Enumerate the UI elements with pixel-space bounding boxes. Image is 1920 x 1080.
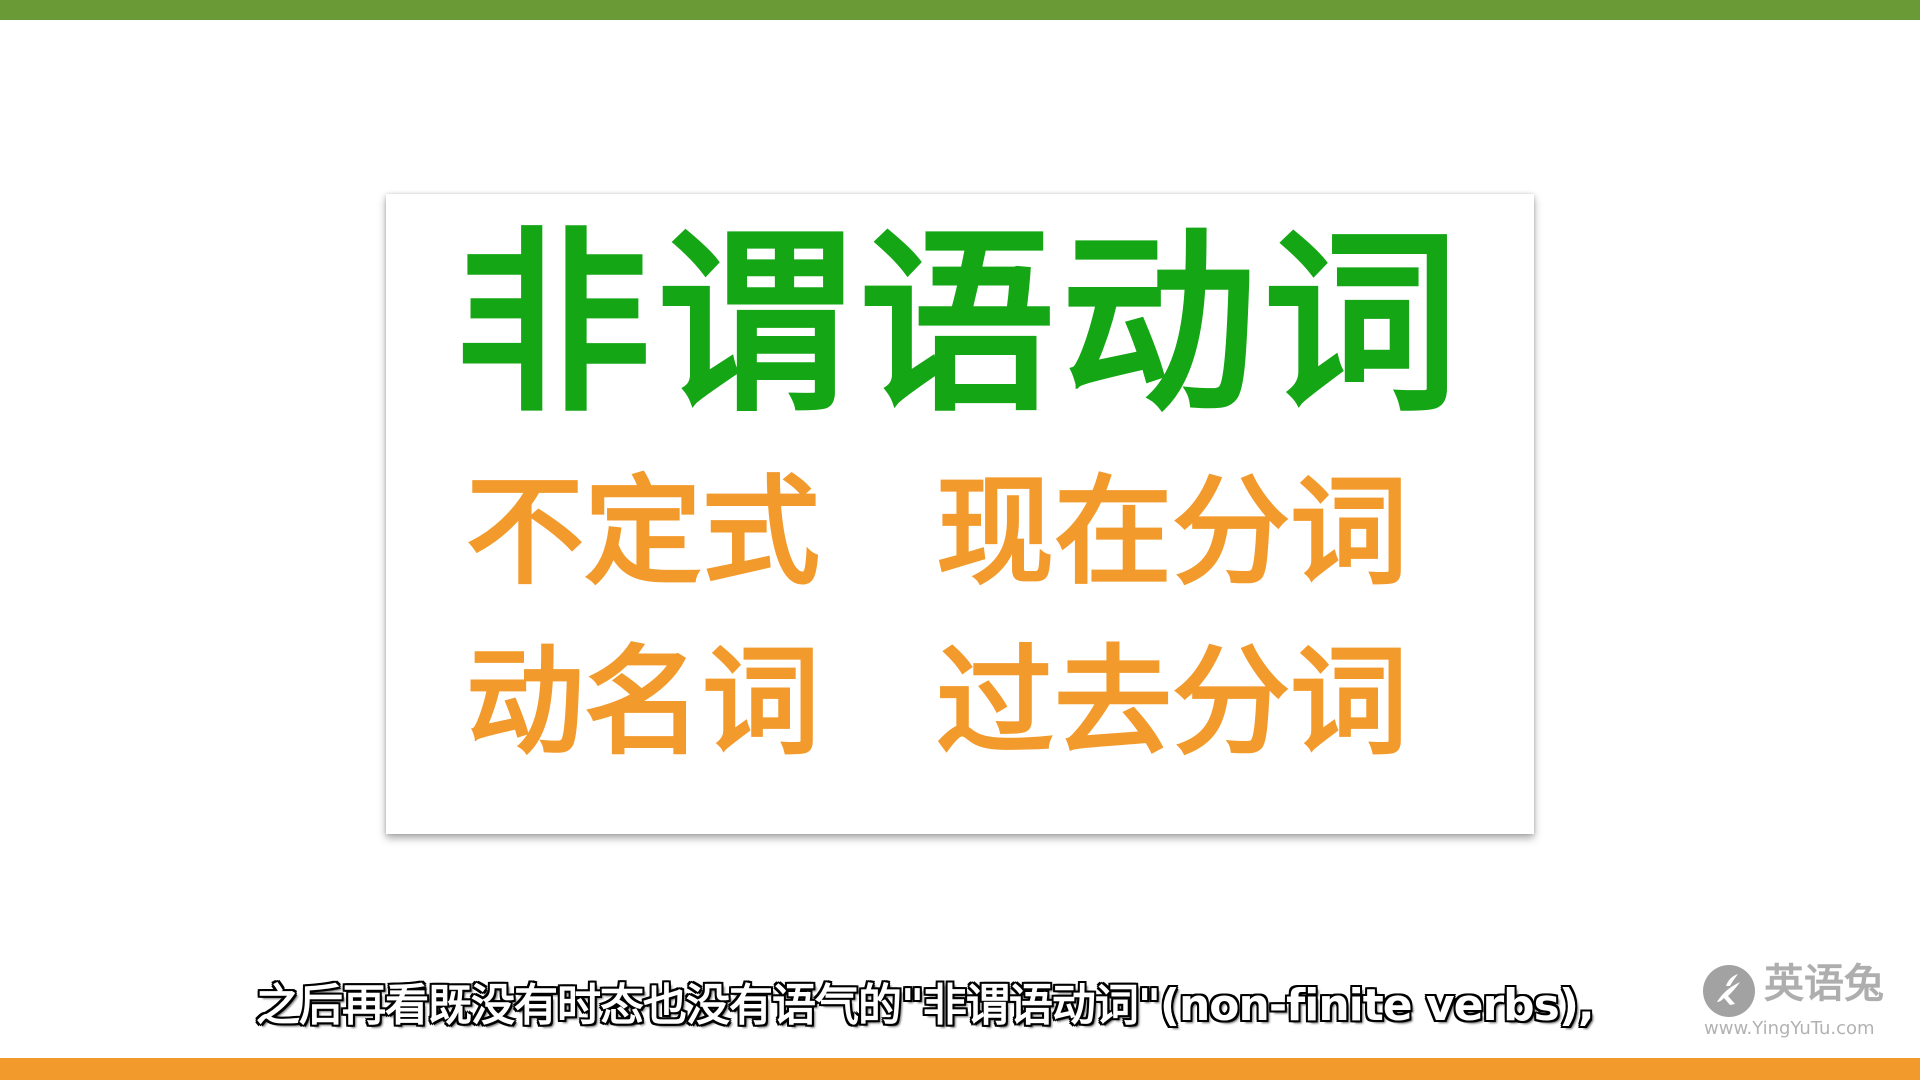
slide-card: 非谓语动词 不定式 现在分词 动名词 过去分词 [386, 194, 1534, 834]
watermark-url: www.YingYuTu.com [1704, 1018, 1875, 1039]
term-infinitive: 不定式 [466, 463, 821, 601]
term-past-participle: 过去分词 [936, 633, 1409, 771]
slide-title: 非谓语动词 [454, 211, 1465, 439]
term-present-participle: 现在分词 [936, 463, 1409, 601]
top-accent-bar [0, 0, 1920, 20]
bottom-accent-bar [0, 1058, 1920, 1080]
watermark: 英语兔 www.YingYuTu.com [1700, 958, 1900, 1039]
rabbit-logo-icon [1703, 965, 1755, 1017]
watermark-brand-name: 英语兔 [1764, 960, 1884, 1007]
term-gerund: 动名词 [466, 633, 821, 771]
video-subtitle: 之后再看既没有时态也没有语气的"非谓语动词"(non-finite verbs)… [256, 980, 1595, 1031]
